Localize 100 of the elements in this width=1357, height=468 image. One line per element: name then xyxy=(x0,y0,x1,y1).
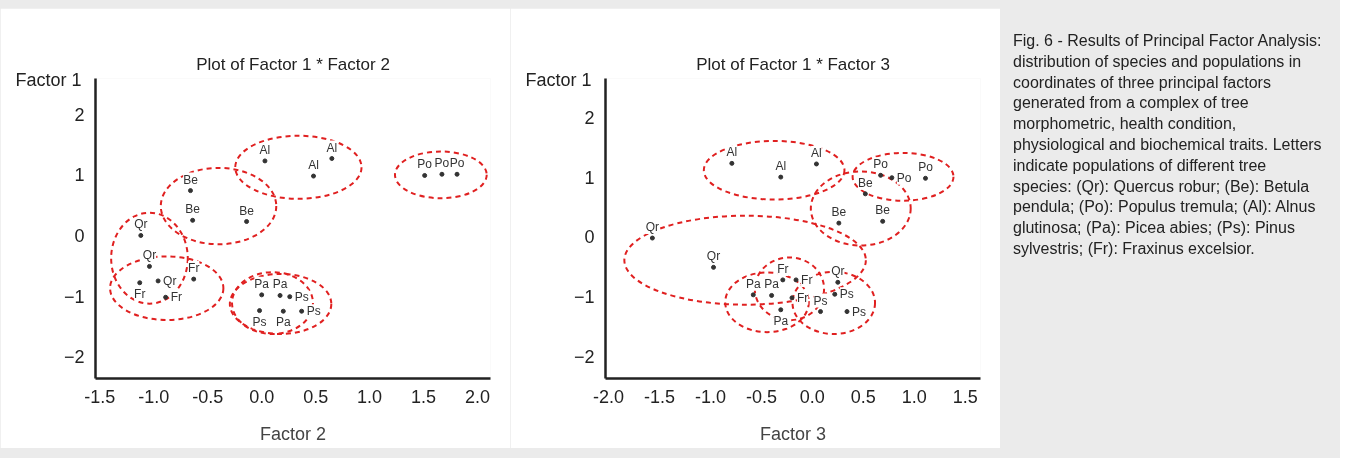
point xyxy=(257,308,263,314)
text: Fr xyxy=(134,286,146,301)
text: Pa xyxy=(272,277,288,292)
x-tick-label: 0.5 xyxy=(850,386,876,407)
text: Ps xyxy=(252,314,267,329)
series-label: Pa xyxy=(745,276,761,291)
text: Be xyxy=(831,205,847,220)
x-tick-label: 2.0 xyxy=(465,386,491,407)
x-tick-label: 0.0 xyxy=(249,386,275,407)
y-tick-label: −2 xyxy=(573,346,595,367)
text: Be xyxy=(858,175,873,190)
point xyxy=(711,264,717,270)
text: Fig. 6 - Results of Principal Factor Analysis: distribution of species and populations in coordinates of three principal factors generated from a complex of tree morphometric, health condition, physiological and biochemical traits. Letters indicate populations of different tree species: (Qr): Quercus robur; (Be): Betula pendula; (Po): Populus tremula; (Al): Alnus glutinosa; (Pa): Picea abies; (Ps): Pinus sylvestris; (Fr): Fraxinus excelsior. xyxy=(1013,32,1322,257)
text: Fr xyxy=(796,290,809,305)
text: Fr xyxy=(188,261,200,276)
series-label: Al xyxy=(308,158,319,173)
x-tick-label: 1.5 xyxy=(411,386,437,407)
y-tick-label: −1 xyxy=(63,286,85,307)
point xyxy=(832,291,838,297)
text: Be xyxy=(185,202,200,217)
x-tick-label: -1.0 xyxy=(138,386,170,407)
point xyxy=(922,175,928,181)
point xyxy=(137,280,143,286)
x-tick-label: 1.0 xyxy=(357,386,383,407)
point xyxy=(729,160,735,166)
point xyxy=(299,308,305,314)
point xyxy=(146,263,152,269)
x-tick-label: -1.0 xyxy=(694,386,726,407)
point xyxy=(889,175,895,181)
point xyxy=(191,276,197,282)
series-label: Fr xyxy=(801,272,813,287)
x-tick-label: -2.0 xyxy=(593,386,625,407)
point xyxy=(280,308,286,314)
series-label: Po xyxy=(896,170,912,185)
series-label: Ps xyxy=(294,289,309,304)
text: Pa xyxy=(275,315,291,330)
series-label: Pa xyxy=(254,276,270,291)
point xyxy=(835,279,841,285)
x-tick-label: -0.5 xyxy=(192,386,224,407)
text: Qr xyxy=(134,217,148,232)
text: Al xyxy=(811,145,822,160)
point xyxy=(259,292,265,298)
y-tick-label: 0 xyxy=(584,227,595,248)
text: Pa xyxy=(764,277,779,292)
text: Qr xyxy=(706,249,721,264)
y-tick-label: −1 xyxy=(573,287,595,308)
series-label: Be xyxy=(875,203,891,218)
text: Po xyxy=(449,156,465,171)
point xyxy=(262,158,268,164)
point xyxy=(813,161,819,167)
point xyxy=(163,294,169,300)
text: Al xyxy=(326,140,338,155)
series-label: Ps xyxy=(839,287,854,302)
text: Fr xyxy=(777,261,789,276)
series-label: Po xyxy=(434,156,450,171)
y-tick-label: 1 xyxy=(74,165,85,186)
point xyxy=(844,309,850,315)
point xyxy=(244,219,250,225)
text: Po xyxy=(873,157,888,172)
point xyxy=(778,307,784,313)
y-tick-label: 0 xyxy=(74,225,85,246)
point xyxy=(454,171,460,177)
series-label: Be xyxy=(183,172,199,187)
point xyxy=(311,173,317,179)
y-tick-label: 1 xyxy=(584,167,595,188)
point xyxy=(862,191,868,197)
x-axis-title: Factor 2 xyxy=(259,423,327,444)
series-label: Qr xyxy=(163,273,177,288)
text: Al xyxy=(726,145,738,160)
series-label: Qr xyxy=(645,220,660,235)
y-tick-label: −2 xyxy=(63,347,85,368)
point xyxy=(818,309,824,315)
point xyxy=(187,188,193,194)
x-tick-label: 1.5 xyxy=(952,386,978,407)
text: Po xyxy=(417,157,433,172)
point xyxy=(439,171,445,177)
point xyxy=(277,292,283,298)
text: Ps xyxy=(852,304,867,319)
point xyxy=(422,172,428,178)
x-axis-title: Factor 3 xyxy=(759,423,827,444)
text: Pa xyxy=(773,313,789,328)
point xyxy=(155,278,161,284)
chart-title: Plot of Factor 1 * Factor 2 xyxy=(196,54,390,74)
point xyxy=(780,277,786,283)
point xyxy=(789,295,795,301)
text: Ps xyxy=(813,293,828,308)
chart-title: Plot of Factor 1 * Factor 3 xyxy=(696,54,890,74)
point xyxy=(329,156,335,161)
text: Qr xyxy=(142,248,157,263)
point xyxy=(287,294,293,300)
x-tick-label: 0.5 xyxy=(303,386,329,407)
point xyxy=(750,292,756,298)
y-tick-label: 2 xyxy=(584,107,595,128)
point xyxy=(769,292,775,298)
point xyxy=(836,220,842,226)
point xyxy=(778,174,784,180)
y-axis-title: Factor 1 xyxy=(15,69,82,90)
x-tick-label: 0.0 xyxy=(799,386,825,407)
text: Qr xyxy=(831,264,845,279)
text: Po xyxy=(918,160,933,175)
